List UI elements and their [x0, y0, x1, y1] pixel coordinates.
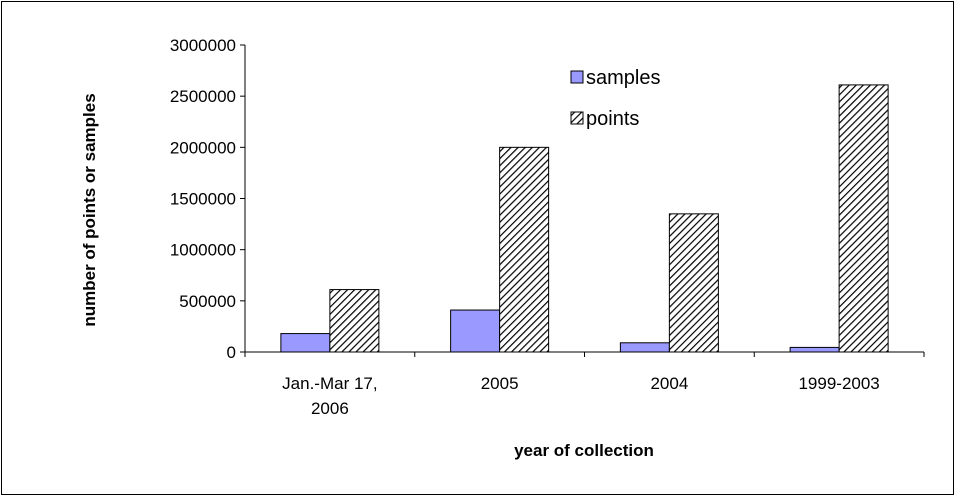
x-tick-label: 2005 [481, 374, 519, 393]
y-tick-label: 0 [227, 343, 236, 362]
x-tick-label: 2006 [311, 399, 349, 418]
legend-label-samples: samples [586, 67, 660, 89]
y-tick-label: 1000000 [170, 241, 236, 260]
bar-points [668, 213, 719, 353]
bar-points [499, 146, 550, 353]
bars [280, 84, 889, 353]
bar-samples [789, 346, 840, 353]
bar-points [329, 289, 380, 353]
y-tick-labels: 0 500000 1000000 1500000 2000000 2500000 30000… [170, 36, 236, 362]
bar-samples [619, 342, 670, 353]
x-tick-label: Jan.-Mar 17, [282, 374, 377, 393]
y-tick-label: 2000000 [170, 138, 236, 157]
y-tick-label: 2500000 [170, 87, 236, 106]
x-tick-label: 2004 [650, 374, 688, 393]
legend-swatch-samples [570, 70, 584, 84]
bar-samples [280, 333, 331, 353]
x-tick-label: 1999-2003 [798, 374, 879, 393]
y-tick-label: 3000000 [170, 36, 236, 55]
legend-swatch-points [570, 111, 584, 125]
y-axis-title: number of points or samples [80, 93, 99, 326]
bar-points [838, 84, 889, 353]
y-tick-label: 1500000 [170, 190, 236, 209]
x-axis-title: year of collection [514, 441, 654, 460]
legend: samples points [570, 67, 660, 130]
x-tick-labels: Jan.-Mar 17, 2006 2005 2004 1999-2003 [282, 374, 880, 418]
y-tick-label: 500000 [179, 292, 236, 311]
legend-label-points: points [586, 108, 639, 130]
bar-samples [450, 309, 501, 353]
